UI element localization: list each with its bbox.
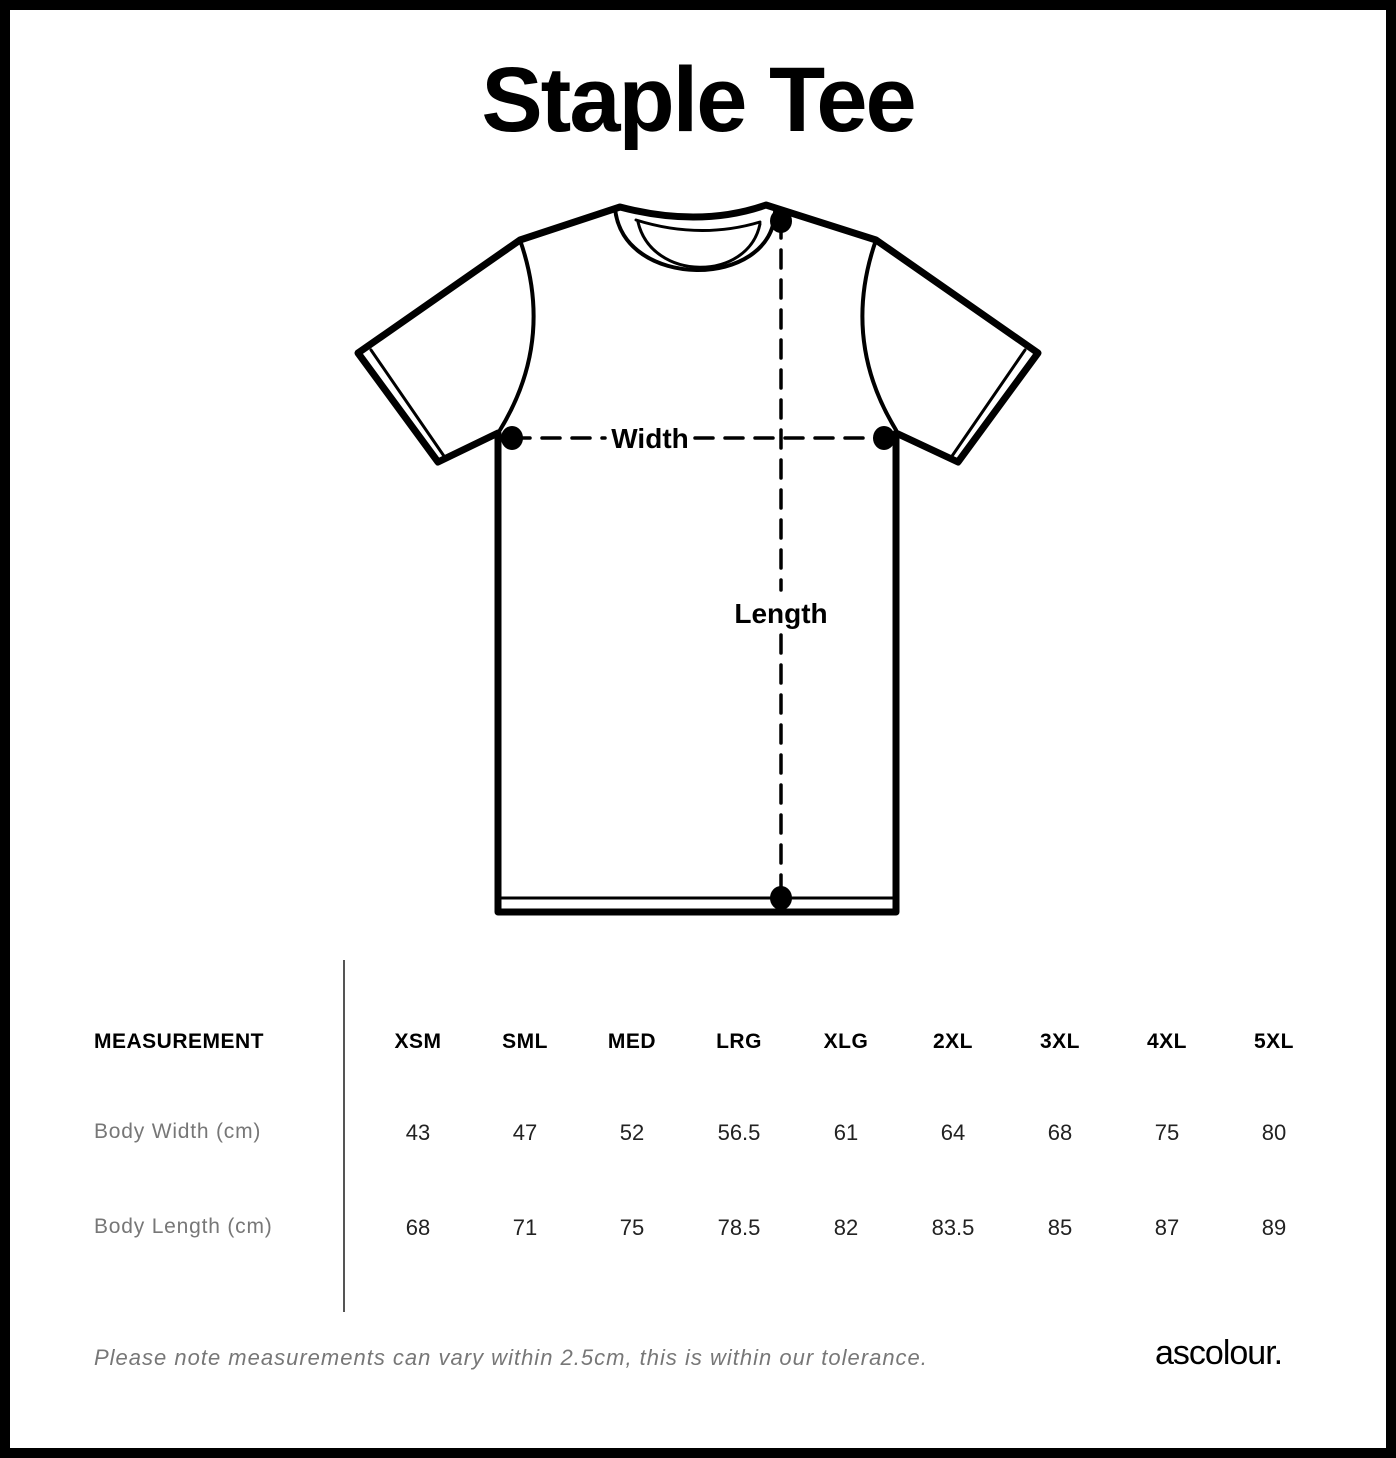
- tolerance-note: Please note measurements can vary within…: [94, 1345, 928, 1370]
- table-cell: 56.5: [717, 1120, 761, 1145]
- table-row: Body Length (cm) 68 71 75 78.5 82 83.5 8…: [0, 1215, 1396, 1245]
- width-point-left: [501, 426, 523, 450]
- right-sleeve-seam: [860, 238, 898, 432]
- brand-logo: ascolour.: [1155, 1334, 1283, 1372]
- table-cell: 64: [940, 1120, 966, 1145]
- table-header-row: MEASUREMENT XSM SML MED LRG XLG 2XL 3XL …: [0, 1030, 1396, 1060]
- table-cell: 61: [833, 1120, 859, 1145]
- length-label: Length: [734, 598, 827, 629]
- right-cuff-line: [948, 348, 1027, 461]
- table-cell: 75: [619, 1215, 645, 1240]
- table-cell: 43: [405, 1120, 431, 1145]
- size-header: 5XL: [1253, 1030, 1295, 1053]
- table-cell: 47: [512, 1120, 538, 1145]
- size-header: XSM: [394, 1030, 442, 1053]
- size-header: MED: [607, 1030, 657, 1053]
- table-cell: 85: [1047, 1215, 1073, 1240]
- table-cell: 52: [619, 1120, 645, 1145]
- row-label: Body Length (cm): [94, 1215, 273, 1238]
- tshirt-diagram: Width Length: [354, 201, 1042, 916]
- table-cell: 89: [1261, 1215, 1287, 1240]
- size-header: SML: [502, 1030, 548, 1053]
- row-label: Body Width (cm): [94, 1120, 262, 1143]
- collar-inner: [636, 220, 762, 269]
- size-header: LRG: [716, 1030, 762, 1053]
- table-cell: 80: [1261, 1120, 1287, 1145]
- table-cell: 68: [1047, 1120, 1073, 1145]
- collar-inner-top: [634, 218, 762, 232]
- table-row: Body Width (cm) 43 47 52 56.5 61 64 68 7…: [0, 1120, 1396, 1150]
- table-cell: 82: [833, 1215, 859, 1240]
- left-sleeve-seam: [498, 238, 536, 432]
- length-point-bottom: [770, 886, 792, 910]
- table-cell: 68: [405, 1215, 431, 1240]
- table-cell: 75: [1154, 1120, 1180, 1145]
- size-header: 2XL: [932, 1030, 974, 1053]
- size-header: XLG: [823, 1030, 869, 1053]
- table-divider: [343, 960, 345, 1312]
- page-title: Staple Tee: [481, 49, 916, 151]
- size-header: 4XL: [1146, 1030, 1188, 1053]
- table-cell: 71: [512, 1215, 538, 1240]
- size-header: 3XL: [1039, 1030, 1081, 1053]
- shirt-outline: [354, 201, 1042, 916]
- table-cell: 87: [1154, 1215, 1180, 1240]
- table-cell: 78.5: [717, 1215, 761, 1240]
- collar-outer: [613, 206, 777, 272]
- width-point-right: [873, 426, 895, 450]
- table-cell: 83.5: [931, 1215, 975, 1240]
- header-label: MEASUREMENT: [94, 1030, 265, 1053]
- left-cuff-line: [369, 348, 448, 461]
- length-point-top: [770, 209, 792, 233]
- width-label: Width: [611, 423, 689, 454]
